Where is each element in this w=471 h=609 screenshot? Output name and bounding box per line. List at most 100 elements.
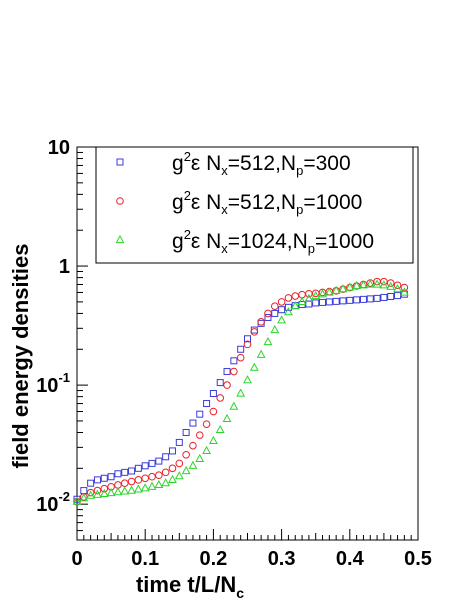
data-point [155, 457, 163, 465]
data-point [250, 328, 259, 336]
data-point [339, 297, 347, 305]
data-point [195, 453, 205, 462]
data-point [188, 460, 198, 469]
y-tick-label: 10 [48, 137, 70, 159]
data-point [215, 424, 225, 434]
data-point [120, 479, 129, 487]
y-axis-title: field energy densities [8, 244, 33, 469]
data-point [331, 285, 341, 294]
data-point [284, 303, 292, 311]
data-point [243, 340, 252, 349]
data-point [229, 401, 239, 410]
series-2 [73, 277, 409, 506]
data-point [284, 294, 293, 302]
data-point [134, 476, 143, 484]
data-point [250, 326, 258, 334]
data-point [230, 367, 238, 376]
axes: 0 0.1 0.2 0.3 0.4 0.5 10-2 10-1 1 10 [36, 137, 432, 570]
x-axis-title: time t/L/Nc [136, 572, 244, 601]
data-point [100, 474, 108, 482]
data-point [291, 292, 300, 300]
data-point [283, 307, 293, 316]
data-point [387, 292, 395, 300]
data-point [113, 487, 123, 496]
data-point [168, 474, 177, 483]
data-point [366, 295, 374, 303]
data-marks [72, 277, 409, 506]
data-point [195, 431, 204, 439]
data-point [133, 484, 143, 493]
data-point [358, 280, 368, 289]
data-point [359, 295, 367, 303]
y-tick-label: 1 [59, 256, 70, 278]
data-point [386, 281, 396, 290]
data-point [141, 474, 149, 483]
y-tick-label: 10-1 [36, 370, 70, 397]
data-point [257, 318, 265, 326]
data-point [277, 315, 287, 324]
data-point [196, 410, 204, 418]
data-point [230, 357, 238, 365]
data-point [189, 419, 197, 427]
data-point [141, 462, 149, 470]
data-point [345, 282, 355, 291]
data-point [319, 298, 327, 306]
y-tick-label: 10-2 [36, 489, 70, 516]
data-point [161, 478, 171, 487]
data-point [202, 420, 211, 428]
data-point [154, 479, 164, 489]
data-point [372, 279, 382, 288]
data-point [237, 345, 245, 353]
data-point [127, 477, 136, 486]
data-point [203, 400, 211, 408]
data-point [216, 394, 225, 402]
legend-box [95, 146, 414, 264]
data-point [304, 293, 314, 302]
data-point [134, 464, 142, 472]
data-point [324, 287, 334, 296]
data-point [399, 287, 409, 296]
data-point [393, 281, 402, 290]
data-point [202, 445, 212, 455]
data-point [93, 486, 102, 495]
data-point [277, 298, 286, 306]
x-tick-label: 0.1 [131, 548, 159, 570]
data-point [189, 441, 197, 450]
data-point [120, 486, 130, 495]
data-point [379, 280, 389, 289]
data-point [297, 296, 307, 305]
data-point [386, 279, 395, 287]
data-point [249, 362, 259, 371]
data-point [216, 379, 224, 387]
data-point [222, 413, 232, 423]
data-point [174, 471, 184, 480]
data-point [256, 349, 266, 358]
data-point [236, 388, 246, 397]
legend: g2ε Nx=512,Np=300 g2ε Nx=512,Np=1000 g2ε N… [95, 146, 414, 264]
data-point [175, 459, 184, 468]
data-point [332, 297, 340, 305]
data-point [121, 468, 129, 476]
data-point [114, 470, 122, 478]
data-point [264, 309, 272, 318]
data-point [318, 289, 327, 298]
data-point [270, 302, 279, 311]
data-point [72, 496, 82, 505]
data-point [148, 472, 156, 481]
data-point [182, 428, 190, 436]
data-point [244, 335, 251, 343]
series-3 [72, 279, 409, 505]
data-point [87, 479, 95, 487]
data-point [168, 447, 176, 455]
data-point [264, 313, 272, 321]
data-point [209, 407, 218, 416]
x-tick-label: 0.5 [404, 548, 432, 570]
data-point [107, 473, 115, 481]
data-point [290, 301, 300, 310]
data-point [93, 476, 101, 484]
data-point [127, 485, 137, 494]
data-point [208, 435, 218, 444]
data-point [271, 309, 279, 317]
data-point [394, 292, 402, 300]
